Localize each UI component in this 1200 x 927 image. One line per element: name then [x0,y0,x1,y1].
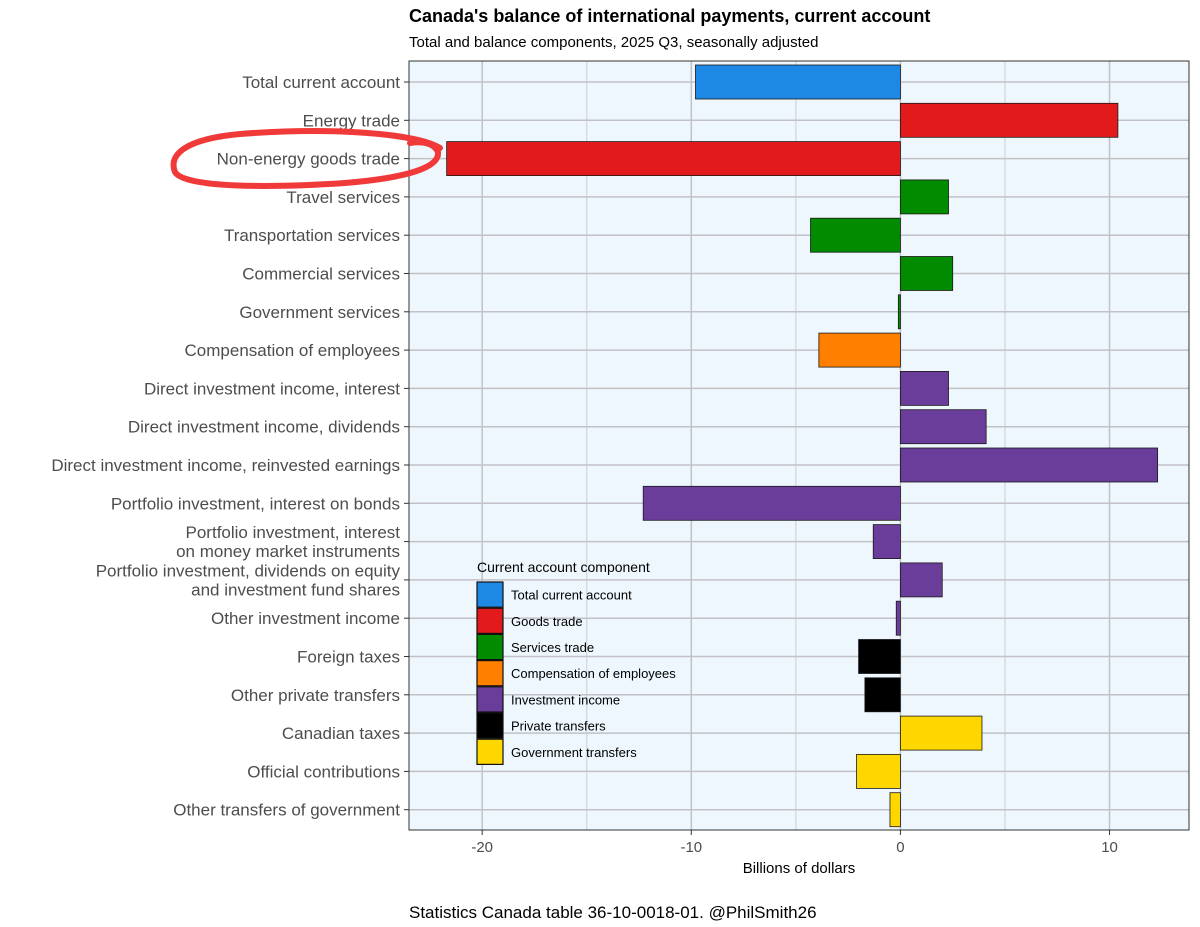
x-tick-label: -20 [471,839,493,856]
category-label: Non-energy goods trade [217,150,400,169]
bar [695,64,901,100]
bar [900,715,983,751]
category-label: Canadian taxes [282,724,400,743]
legend-key [476,659,504,687]
bar [900,562,943,598]
plot-panel [409,61,1189,830]
bar [642,485,901,521]
legend-key [476,607,504,635]
category-label: Direct investment income, interest [144,379,400,398]
bar [900,179,949,215]
category-label: Portfolio investment, interest on bonds [111,494,400,513]
legend-key [476,712,504,739]
bar [858,639,901,674]
category-label: Other investment income [211,609,400,628]
legend-label: Compensation of employees [511,666,676,681]
bar [897,294,901,330]
legend-key [476,633,504,661]
bar [810,217,901,253]
legend-key [476,738,504,766]
category-label: Official contributions [247,762,400,781]
legend-label: Private transfers [511,719,606,734]
bar [446,141,901,177]
x-axis-title: Billions of dollars [743,860,856,877]
category-label: Commercial services [242,265,400,284]
category-label: Portfolio investment, dividends on equit… [96,561,401,580]
category-label: Portfolio investment, interest [186,523,401,542]
legend: Current account component Total current … [476,559,676,766]
bars [446,64,1159,828]
category-label: Energy trade [303,111,400,130]
bar [900,256,954,291]
bar [900,370,949,406]
legend-label: Services trade [511,640,594,655]
category-label: Direct investment income, reinvested ear… [51,456,400,475]
legend-label: Government transfers [511,745,637,760]
category-label: Other private transfers [231,686,400,705]
x-tick-label: 0 [896,839,904,856]
category-label: Compensation of employees [185,341,400,360]
category-label: Direct investment income, dividends [128,418,400,437]
category-label: Travel services [286,188,400,207]
legend-title: Current account component [477,559,650,575]
category-label: Government services [239,303,400,322]
bar [895,600,901,636]
caption: Statistics Canada table 36-10-0018-01. @… [409,903,817,922]
legend-key [476,686,504,713]
legend-label: Investment income [511,692,620,707]
x-axis: -20 -10 0 10 [471,830,1118,856]
x-tick-label: -10 [680,839,702,856]
bar [900,102,1119,138]
x-tick-label: 10 [1101,839,1118,856]
bar [900,409,987,445]
legend-label: Goods trade [511,614,583,629]
bar [872,524,901,559]
chart-title: Canada's balance of international paymen… [409,6,930,26]
category-label: and investment fund shares [191,580,400,599]
bar [818,332,901,368]
category-label: Total current account [242,73,400,92]
category-labels: Total current account Energy trade Non-ene… [51,73,409,820]
category-label: on money market instruments [176,542,400,561]
category-label: Transportation services [224,226,400,245]
category-label: Other transfers of government [173,801,400,820]
bar [856,754,901,789]
plot-border [408,60,1190,831]
chart-subtitle: Total and balance components, 2025 Q3, s… [409,34,818,51]
bar [900,447,1159,483]
category-label: Foreign taxes [297,648,400,667]
bar [864,677,901,713]
legend-label: Total current account [511,588,632,603]
bar [889,792,901,828]
annotation-circle [170,128,443,189]
legend-key [476,581,504,608]
